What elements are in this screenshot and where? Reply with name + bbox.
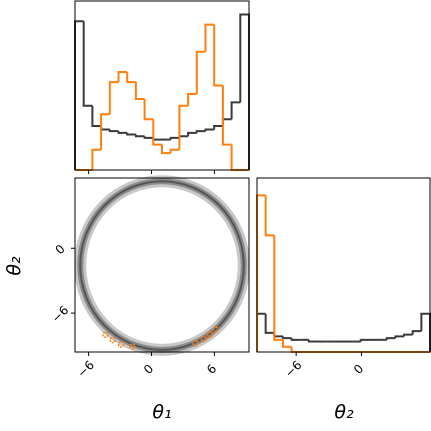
hist-step	[169, 136, 180, 140]
hist-step	[108, 81, 119, 115]
hist-step	[230, 144, 241, 171]
panel-frame	[74, 0, 250, 171]
hist-step	[221, 85, 232, 146]
hist-step	[281, 336, 292, 340]
hist-step	[143, 136, 154, 139]
x-tick-label: 6	[204, 362, 219, 377]
hist-step	[91, 105, 102, 128]
hist-step	[126, 132, 136, 136]
hist-step	[213, 24, 223, 87]
hist-step	[204, 128, 215, 132]
hist-step	[281, 339, 292, 348]
y-axis-label: θ₂	[3, 256, 25, 276]
hist-step	[256, 312, 266, 352]
panel-frame	[256, 177, 431, 353]
hist-step	[178, 104, 189, 150]
x-tick-label: −6	[75, 358, 97, 380]
sample-point	[192, 340, 199, 347]
hist-step	[152, 137, 162, 141]
hist-step	[195, 50, 206, 94]
hist-step	[290, 346, 301, 353]
hist-step	[239, 13, 250, 170]
hist-step	[307, 339, 318, 343]
hist-step	[403, 333, 413, 337]
hist-step	[187, 131, 197, 137]
sample-point	[200, 335, 208, 343]
hist-step	[273, 332, 283, 338]
hist-step	[394, 335, 405, 339]
hist-step	[204, 23, 215, 52]
hist-step	[264, 195, 275, 237]
hist-step	[100, 113, 110, 150]
hist-step	[187, 92, 197, 106]
hist-step	[420, 312, 431, 352]
contour-line	[79, 180, 245, 351]
hist-step	[117, 70, 128, 83]
hist-step	[126, 71, 136, 84]
hist-step	[230, 101, 241, 120]
hist-step	[273, 235, 283, 341]
hist-step	[117, 131, 128, 134]
hist-step	[108, 129, 119, 133]
hist-step	[195, 130, 206, 133]
sample-point	[117, 341, 125, 348]
sample-point	[206, 331, 214, 338]
hist-step	[82, 21, 93, 107]
hist-step	[169, 148, 180, 154]
sample-point	[102, 331, 109, 338]
y-tick-label: 0	[53, 242, 68, 257]
x-tick-label: 0	[351, 362, 366, 377]
hist-step	[178, 135, 189, 138]
sample-point	[212, 326, 219, 333]
hist-step	[134, 134, 145, 138]
hist-step	[74, 20, 84, 170]
x-tick-label: −6	[282, 358, 304, 380]
hist-step	[221, 118, 232, 127]
panel-frame	[74, 177, 250, 353]
hist-step	[100, 126, 110, 131]
y-tick-label: −6	[49, 303, 71, 325]
hist-step	[213, 125, 223, 130]
hist-step	[134, 82, 145, 101]
sample-point	[129, 343, 136, 350]
hist-step	[359, 338, 370, 342]
hist-step	[385, 337, 396, 340]
hist-step	[91, 148, 102, 170]
hist-step	[152, 119, 162, 146]
hist-step	[264, 313, 275, 334]
x-axis-label: θ₁	[152, 401, 171, 423]
hist-step	[161, 144, 171, 155]
x-axis-label: θ₂	[334, 401, 354, 423]
hist-step	[411, 330, 422, 335]
hist-step	[290, 338, 301, 341]
hist-step	[143, 99, 154, 121]
hist-step	[256, 194, 266, 352]
x-tick-label: 0	[141, 362, 156, 377]
sample-point	[109, 336, 116, 344]
